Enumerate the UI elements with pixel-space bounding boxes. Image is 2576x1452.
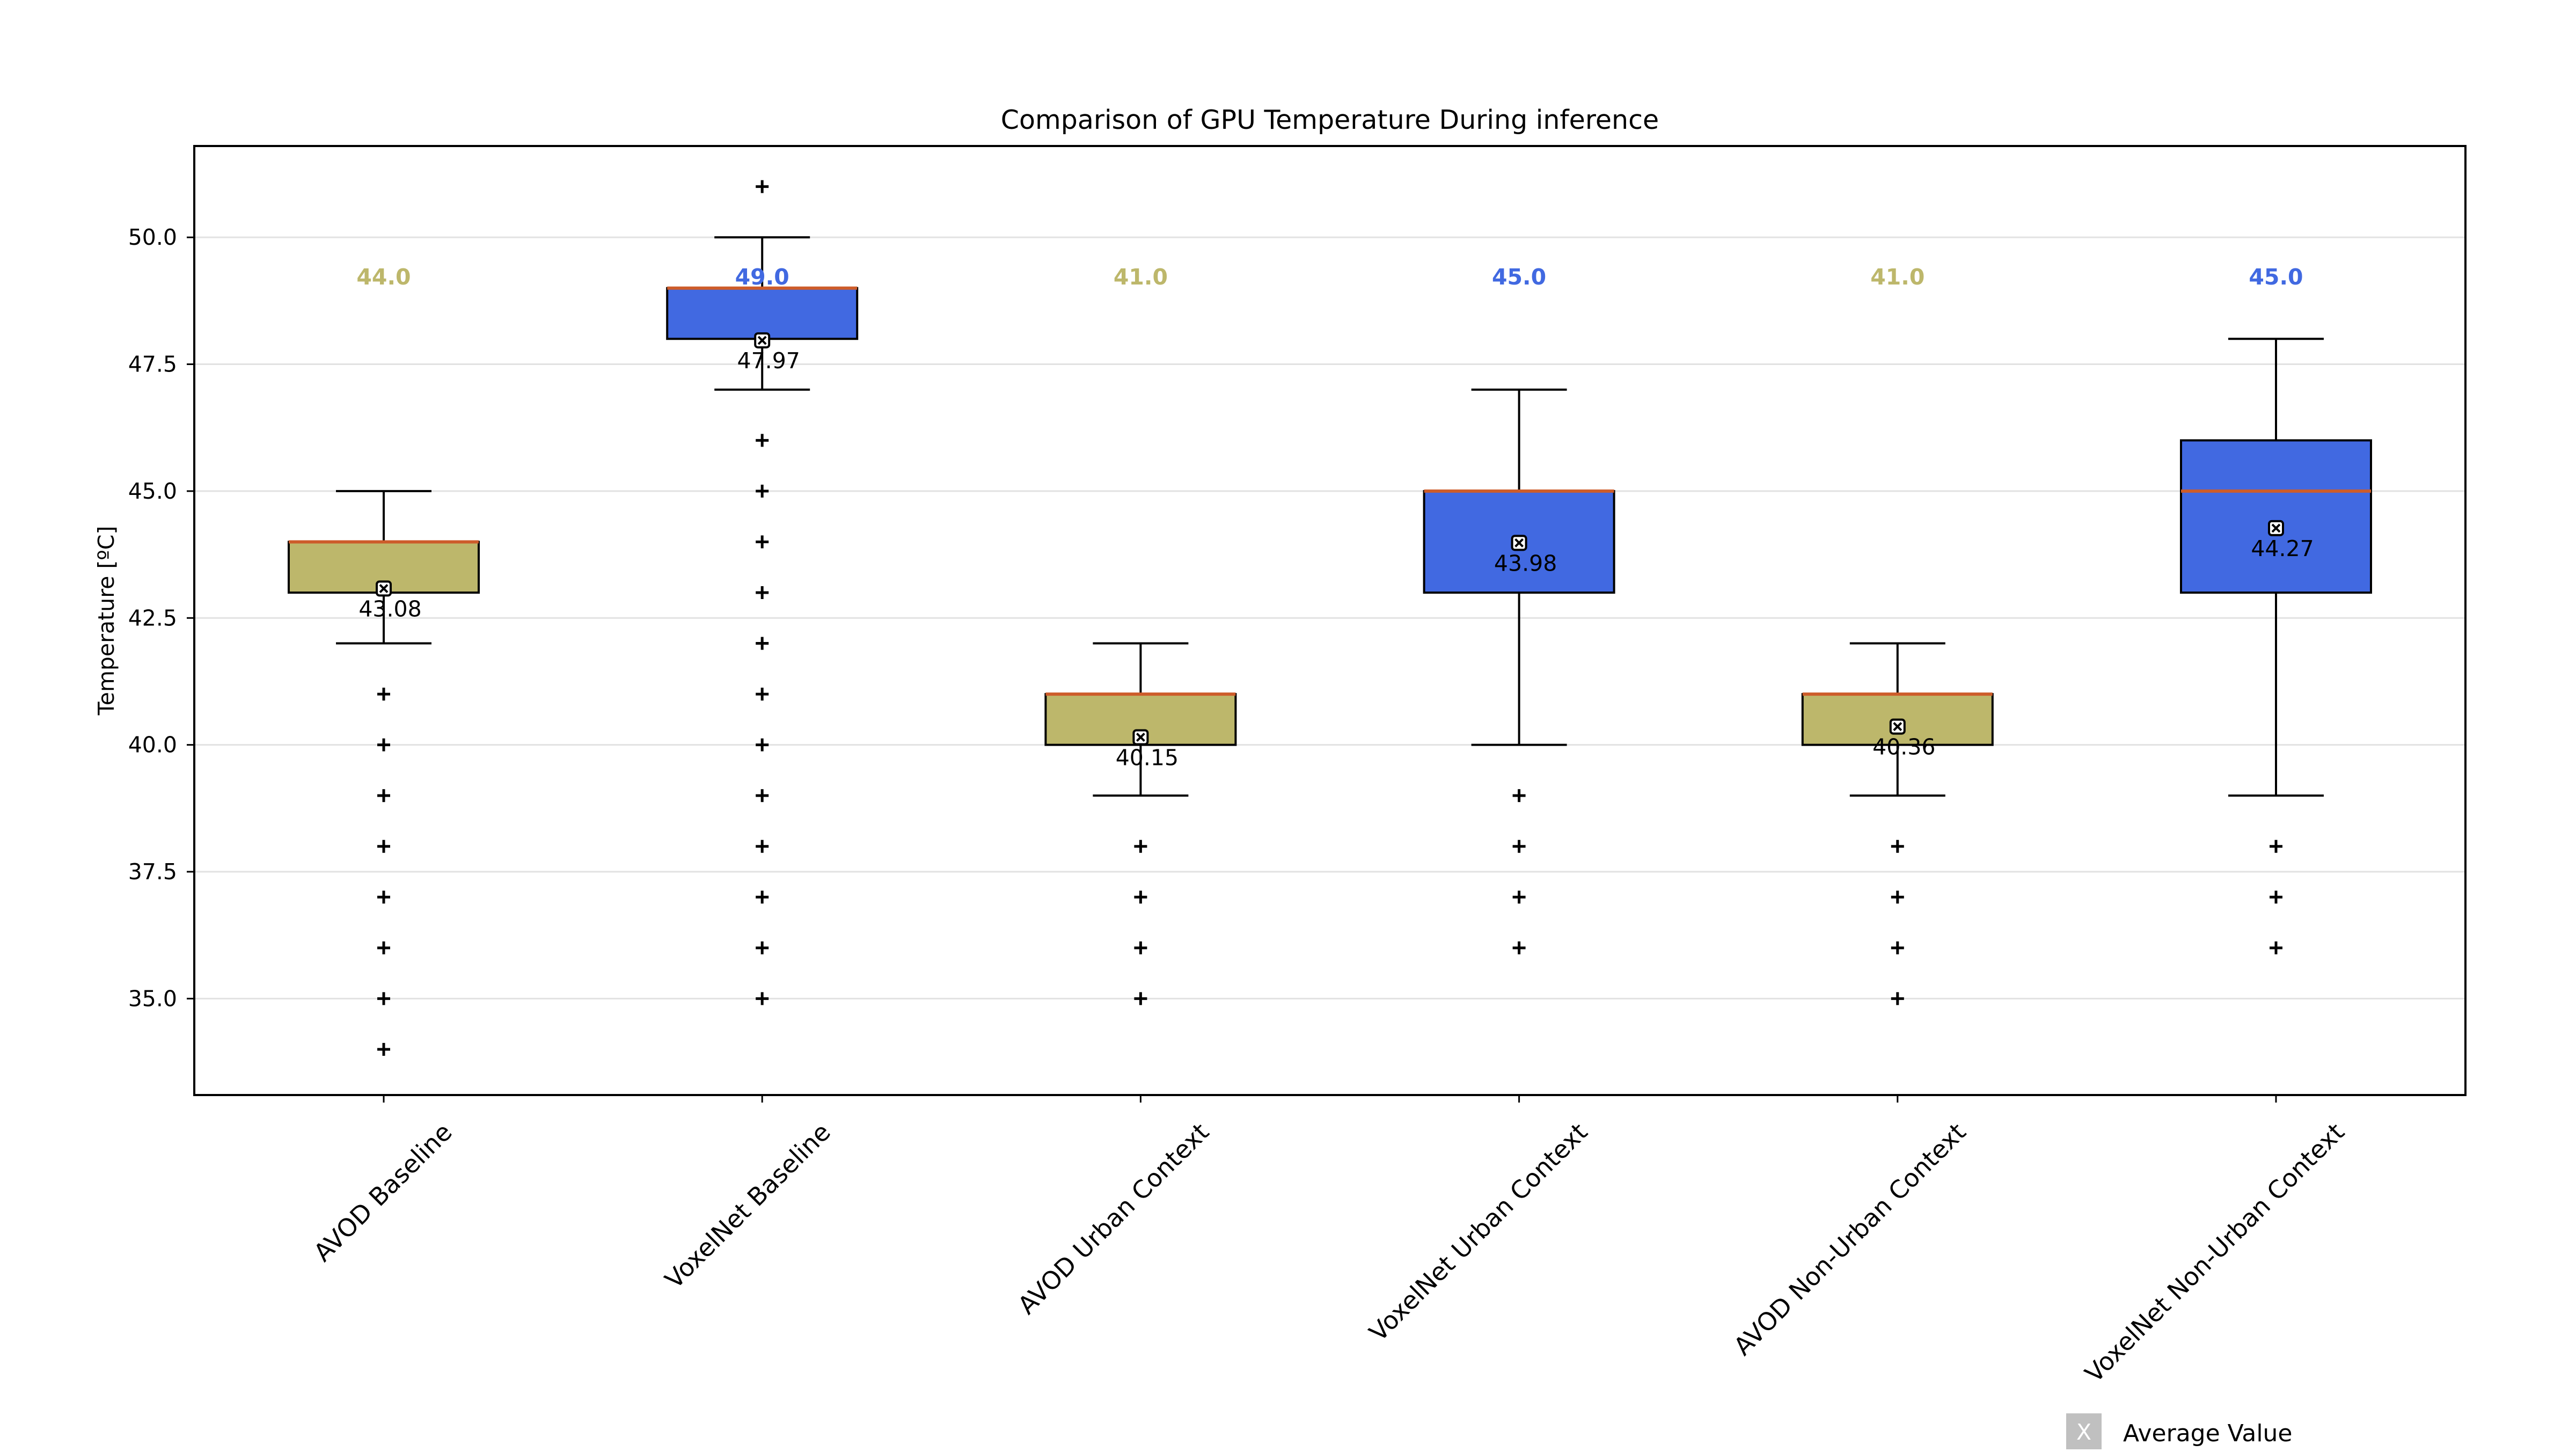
outlier-point xyxy=(377,789,390,802)
y-tick-label: 42.5 xyxy=(128,605,177,631)
x-tick-label: VoxelNet Urban Context xyxy=(1364,1118,1593,1347)
mean-marker-cross-b xyxy=(2271,523,2281,533)
x-tick-label: AVOD Urban Context xyxy=(1012,1118,1214,1320)
median-value-label: 45.0 xyxy=(1492,264,1546,290)
outlier-point xyxy=(756,586,769,599)
mean-value-label: 40.15 xyxy=(1116,745,1179,770)
outlier-point xyxy=(1891,992,1904,1005)
outlier-point xyxy=(1134,840,1147,853)
grid-layer xyxy=(194,236,2465,999)
box-group: 40.36 41.0 xyxy=(1801,264,1994,1005)
outlier-point xyxy=(377,891,390,904)
plot-frame xyxy=(193,145,2467,1096)
median-value-label: 41.0 xyxy=(1870,264,1924,290)
legend-marker-box xyxy=(2066,1413,2102,1452)
median-value-label: 49.0 xyxy=(735,264,789,290)
x-tick-label: AVOD Baseline xyxy=(308,1118,458,1267)
y-tick-label: 45.0 xyxy=(128,478,177,504)
outlier-point xyxy=(1134,941,1147,954)
outlier-point xyxy=(1512,840,1526,853)
x-tick-label: VoxelNet Non-Urban Context xyxy=(2080,1118,2350,1388)
outlier-point xyxy=(1891,891,1904,904)
outlier-point xyxy=(756,941,769,954)
median-value-label: 45.0 xyxy=(2249,264,2303,290)
outlier-point xyxy=(377,992,390,1005)
y-tick-label: 35.0 xyxy=(128,986,177,1011)
outlier-point xyxy=(756,992,769,1005)
outlier-point xyxy=(1512,891,1526,904)
outlier-point xyxy=(377,941,390,954)
outlier-point xyxy=(1134,992,1147,1005)
outlier-point xyxy=(756,434,769,447)
box-group: 47.97 49.0 xyxy=(666,180,859,1005)
mean-marker-cross-b xyxy=(757,335,767,345)
x-tick-label: VoxelNet Baseline xyxy=(660,1118,836,1294)
outlier-point xyxy=(1134,891,1147,904)
mean-marker-cross-b xyxy=(1136,733,1145,742)
median-value-label: 41.0 xyxy=(1114,264,1168,290)
outlier-point xyxy=(756,738,769,751)
mean-marker xyxy=(1889,718,1906,735)
plot-layer: 43.08 44.0 47.97 49.0 40.15 41.0 43.98 45.0 40.3… xyxy=(288,180,2372,1056)
y-tick-label: 37.5 xyxy=(128,859,177,885)
box-group: 44.27 45.0 xyxy=(2180,264,2372,954)
iqr-box xyxy=(666,287,859,340)
iqr-box xyxy=(1801,693,1994,746)
box-group: 40.15 41.0 xyxy=(1044,264,1237,1005)
legend: X Average Value xyxy=(2066,1413,2293,1452)
outlier-point xyxy=(2270,891,2282,904)
outlier-point xyxy=(377,840,390,853)
outlier-point xyxy=(2270,840,2282,853)
outlier-point xyxy=(756,789,769,802)
mean-marker xyxy=(1511,535,1527,551)
outlier-point xyxy=(756,535,769,549)
box-group: 43.08 44.0 xyxy=(288,264,480,1056)
y-axis-label: Temperature [ºC] xyxy=(93,526,119,716)
outlier-point xyxy=(756,688,769,701)
y-tick-label: 47.5 xyxy=(128,352,177,377)
mean-marker xyxy=(754,332,771,349)
mean-value-label: 40.36 xyxy=(1872,734,1935,760)
outlier-point xyxy=(756,180,769,193)
x-tick-label: AVOD Non-Urban Context xyxy=(1728,1118,1972,1361)
mean-value-label: 43.98 xyxy=(1494,550,1557,576)
mean-value-label: 47.97 xyxy=(737,348,800,374)
median-value-label: 44.0 xyxy=(356,264,411,290)
axis-layer: 35.0 37.5 40.0 42.5 45.0 47.5 50.0 AVOD Baselin… xyxy=(128,224,2350,1388)
outlier-point xyxy=(1891,941,1904,954)
outlier-point xyxy=(1512,789,1526,802)
y-tick-label: 40.0 xyxy=(128,732,177,758)
outlier-point xyxy=(2270,941,2282,954)
outlier-point xyxy=(756,891,769,904)
mean-marker-cross-b xyxy=(379,584,389,593)
mean-value-label: 43.08 xyxy=(358,596,421,622)
mean-marker-cross-b xyxy=(1893,722,1902,732)
iqr-box xyxy=(2180,439,2372,594)
mean-value-label: 44.27 xyxy=(2251,536,2314,561)
outlier-point xyxy=(377,738,390,751)
outlier-point xyxy=(1512,941,1526,954)
mean-marker-cross-b xyxy=(1514,538,1524,548)
box-group: 43.98 45.0 xyxy=(1423,264,1615,954)
mean-marker xyxy=(376,580,392,597)
outlier-point xyxy=(756,484,769,498)
outlier-point xyxy=(1891,840,1904,853)
mean-marker xyxy=(1132,729,1149,746)
outlier-point xyxy=(756,637,769,650)
chart-title: Comparison of GPU Temperature During inf… xyxy=(1001,105,1659,135)
legend-marker-symbol: X xyxy=(2076,1419,2091,1445)
y-tick-label: 50.0 xyxy=(128,224,177,250)
outlier-point xyxy=(756,840,769,853)
legend-label: Average Value xyxy=(2123,1420,2293,1447)
outlier-point xyxy=(377,688,390,701)
mean-marker xyxy=(2268,520,2284,536)
outlier-point xyxy=(377,1042,390,1056)
